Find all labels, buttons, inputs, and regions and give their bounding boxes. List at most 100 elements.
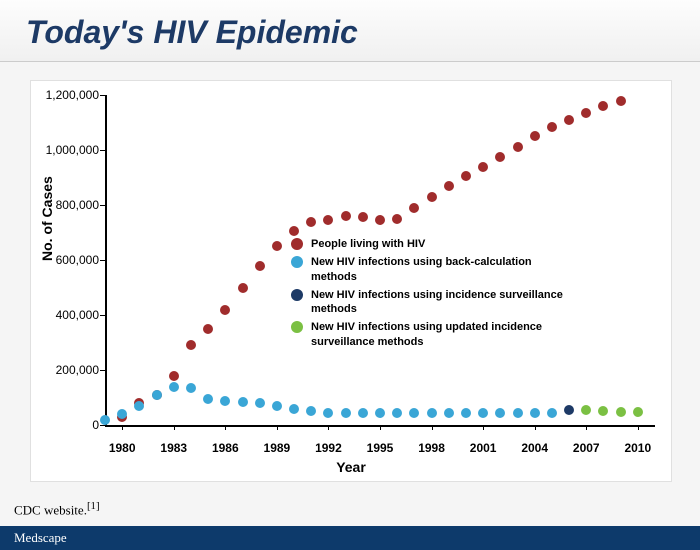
data-point [169, 371, 179, 381]
data-point [255, 398, 265, 408]
source-citation: CDC website.[1] [14, 500, 100, 518]
legend-item: New HIV infections using back-calculatio… [291, 255, 571, 284]
data-point [547, 408, 557, 418]
data-point [358, 212, 368, 222]
legend-label: New HIV infections using back-calculatio… [311, 255, 571, 284]
x-tick-mark [122, 425, 123, 430]
x-tick-mark [638, 425, 639, 430]
x-tick-mark [586, 425, 587, 430]
legend-item: New HIV infections using incidence surve… [291, 288, 571, 317]
source-ref: [1] [87, 500, 100, 512]
data-point [306, 406, 316, 416]
data-point [306, 217, 316, 227]
y-axis-label: No. of Cases [39, 176, 55, 261]
y-tick: 0 [31, 418, 99, 432]
data-point [272, 241, 282, 251]
data-point [427, 408, 437, 418]
x-tick: 2010 [624, 441, 651, 455]
page-title: Today's HIV Epidemic [26, 14, 674, 51]
data-point [186, 383, 196, 393]
data-point [392, 408, 402, 418]
data-point [220, 305, 230, 315]
data-point [495, 152, 505, 162]
x-tick: 2001 [470, 441, 497, 455]
y-tick: 400,000 [31, 308, 99, 322]
legend-marker [291, 256, 303, 268]
y-tick: 600,000 [31, 253, 99, 267]
data-point [478, 162, 488, 172]
data-point [564, 405, 574, 415]
data-point [581, 405, 591, 415]
data-point [255, 261, 265, 271]
y-axis [105, 95, 107, 425]
x-tick: 1998 [418, 441, 445, 455]
y-tick-mark [100, 425, 105, 426]
data-point [220, 396, 230, 406]
data-point [513, 142, 523, 152]
data-point [461, 171, 471, 181]
data-point [478, 408, 488, 418]
y-tick: 1,000,000 [31, 143, 99, 157]
data-point [238, 283, 248, 293]
data-point [513, 408, 523, 418]
slide: Today's HIV Epidemic No. of Cases Year 0… [0, 0, 700, 550]
x-axis-label: Year [31, 459, 671, 475]
data-point [616, 96, 626, 106]
x-tick: 1986 [212, 441, 239, 455]
data-point [495, 408, 505, 418]
x-tick-mark [328, 425, 329, 430]
footer-brand-bar: Medscape [0, 526, 700, 550]
data-point [117, 409, 127, 419]
data-point [100, 415, 110, 425]
data-point [203, 394, 213, 404]
data-point [564, 115, 574, 125]
data-point [341, 408, 351, 418]
data-point [341, 211, 351, 221]
data-point [409, 408, 419, 418]
legend-label: New HIV infections using incidence surve… [311, 288, 571, 317]
legend-marker [291, 321, 303, 333]
x-tick: 1980 [109, 441, 136, 455]
data-point [272, 401, 282, 411]
data-point [530, 408, 540, 418]
source-text: CDC website. [14, 502, 87, 517]
data-point [547, 122, 557, 132]
title-bar: Today's HIV Epidemic [0, 0, 700, 62]
y-tick-mark [100, 370, 105, 371]
x-tick-mark [535, 425, 536, 430]
data-point [375, 215, 385, 225]
x-tick: 1983 [160, 441, 187, 455]
data-point [444, 408, 454, 418]
data-point [358, 408, 368, 418]
data-point [289, 226, 299, 236]
data-point [323, 215, 333, 225]
legend-item: People living with HIV [291, 237, 571, 251]
legend-marker [291, 238, 303, 250]
data-point [633, 407, 643, 417]
data-point [461, 408, 471, 418]
data-point [598, 406, 608, 416]
y-tick: 200,000 [31, 363, 99, 377]
data-point [409, 203, 419, 213]
x-tick: 2007 [573, 441, 600, 455]
data-point [323, 408, 333, 418]
data-point [581, 108, 591, 118]
data-point [444, 181, 454, 191]
data-point [289, 404, 299, 414]
x-tick-mark [380, 425, 381, 430]
data-point [616, 407, 626, 417]
data-point [427, 192, 437, 202]
x-tick-mark [225, 425, 226, 430]
x-tick-mark [483, 425, 484, 430]
x-tick-mark [174, 425, 175, 430]
legend-label: New HIV infections using updated inciden… [311, 320, 571, 349]
data-point [203, 324, 213, 334]
y-tick-mark [100, 260, 105, 261]
legend-label: People living with HIV [311, 237, 571, 251]
x-tick-mark [277, 425, 278, 430]
hiv-chart: No. of Cases Year 0 200,000 400,000 600,000… [30, 80, 672, 482]
y-tick-mark [100, 95, 105, 96]
y-tick: 1,200,000 [31, 88, 99, 102]
data-point [375, 408, 385, 418]
data-point [238, 397, 248, 407]
